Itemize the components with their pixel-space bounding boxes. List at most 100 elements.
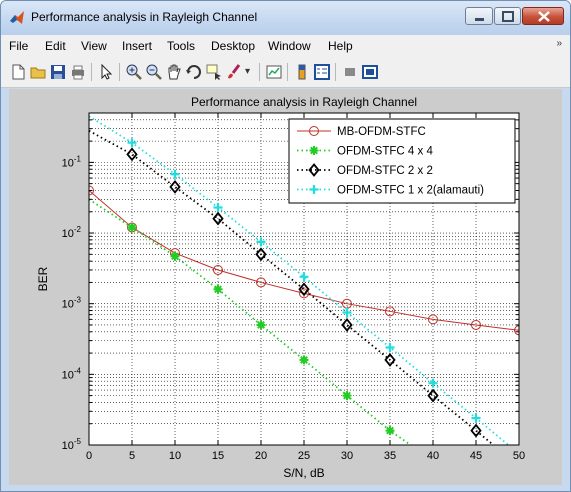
y-tick-label: 10-2: [62, 225, 82, 240]
figure-toolbar: ▾: [1, 57, 570, 88]
y-tick-label: 10-4: [62, 366, 82, 381]
brush-dropdown-icon[interactable]: ▾: [245, 66, 251, 77]
data-point: [127, 138, 137, 148]
series-lines: [89, 115, 524, 472]
menu-tools[interactable]: Tools: [167, 39, 196, 53]
data-point: [341, 318, 353, 332]
legend-entry: MB-OFDM-STFC: [337, 126, 426, 138]
legend-marker: [309, 185, 319, 194]
data-point: [126, 147, 138, 162]
pointer-icon[interactable]: [97, 63, 115, 81]
data-point: [213, 264, 223, 275]
toolbar-separator: [335, 63, 336, 81]
axes-border: [88, 112, 520, 446]
y-axis-label: BER: [36, 266, 50, 291]
link-plot-icon[interactable]: [265, 63, 283, 81]
open-file-icon[interactable]: [29, 63, 47, 81]
data-point: [385, 342, 395, 352]
maximize-button[interactable]: [494, 7, 521, 25]
menu-file[interactable]: File: [9, 39, 29, 53]
toolbar-separator: [287, 63, 288, 81]
legend-entry: OFDM-STFC 4 x 4: [337, 146, 433, 158]
data-point: [298, 282, 310, 297]
save-icon[interactable]: [49, 63, 67, 81]
legend-icon[interactable]: [313, 63, 331, 81]
data-point: [471, 413, 481, 423]
series-line: [89, 115, 510, 445]
pan-icon[interactable]: [165, 63, 183, 81]
toolbar-separator: [91, 63, 92, 81]
data-point: [212, 211, 224, 226]
print-icon[interactable]: [69, 63, 87, 81]
series-line: [89, 198, 413, 445]
y-tick-label: 10-3: [62, 296, 82, 311]
data-cursor-icon[interactable]: [205, 63, 223, 81]
menu-insert[interactable]: Insert: [122, 39, 153, 53]
toolbar-separator: [119, 63, 120, 81]
data-point: [385, 306, 395, 317]
data-point: [256, 237, 266, 247]
zoom-out-icon[interactable]: [145, 63, 163, 81]
menu-window[interactable]: Window: [268, 39, 311, 53]
toolbar-separator: [259, 63, 260, 81]
x-tick-label: 40: [427, 450, 439, 462]
title-bar[interactable]: Performance analysis in Rayleigh Channel: [1, 1, 570, 35]
menu-overflow-icon[interactable]: »: [556, 38, 562, 49]
show-plot-tools-icon[interactable]: [361, 63, 379, 81]
x-tick-label: 0: [86, 450, 92, 462]
data-point: [299, 355, 309, 365]
data-point: [342, 308, 352, 318]
series-2: [89, 130, 524, 472]
menu-help[interactable]: Help: [328, 39, 353, 53]
matlab-icon: [10, 11, 24, 24]
x-axis-label: S/N, dB: [283, 466, 324, 480]
ber-plot[interactable]: 0 5 10 15 20 25 30 35 40 45 50 10-5 10-4 10-3 10-2 10-1…: [9, 89, 562, 485]
data-point: [299, 272, 309, 282]
data-point: [427, 388, 439, 403]
data-point: [385, 426, 395, 436]
x-tick-label: 35: [384, 450, 396, 462]
series-1: [89, 198, 413, 445]
data-point: [213, 284, 223, 294]
legend-entry: OFDM-STFC 1 x 2(alamauti): [337, 185, 484, 197]
x-tick-label: 45: [470, 450, 482, 462]
zoom-in-icon[interactable]: [125, 63, 143, 81]
figure-canvas: 0 5 10 15 20 25 30 35 40 45 50 10-5 10-4 10-3 10-2 10-1…: [9, 89, 562, 485]
menu-bar: File Edit View Insert Tools Desktop Wind…: [1, 35, 570, 57]
new-figure-icon[interactable]: [9, 63, 27, 81]
legend-entry: OFDM-STFC 2 x 2: [337, 165, 433, 177]
legend-box: [288, 118, 516, 204]
legend-marker: [309, 146, 319, 155]
data-point: [169, 179, 181, 194]
data-point: [471, 319, 481, 330]
data-point: [127, 222, 137, 232]
data-point: [170, 251, 180, 261]
data-point: [342, 391, 352, 401]
rotate-3d-icon[interactable]: [185, 63, 203, 81]
data-point: [515, 461, 524, 472]
menu-view[interactable]: View: [81, 39, 107, 53]
x-tick-label: 10: [169, 450, 181, 462]
data-point: [428, 314, 438, 325]
data-point: [514, 325, 519, 336]
menu-edit[interactable]: Edit: [45, 39, 66, 53]
hide-plot-tools-icon[interactable]: [341, 63, 359, 81]
data-point: [255, 247, 267, 262]
x-tick-label: 15: [212, 450, 224, 462]
data-point: [89, 185, 94, 196]
legend: MB-OFDM-STFC OFDM-STFC 4 x 4 OFDM-STFC 2 x…: [288, 118, 516, 204]
data-point: [256, 320, 266, 330]
plot-title: Performance analysis in Rayleigh Channel: [191, 95, 417, 109]
close-button[interactable]: [522, 7, 564, 25]
x-tick-label: 50: [513, 450, 525, 462]
brush-icon[interactable]: [225, 63, 243, 81]
y-tick-label: 10-5: [62, 437, 82, 452]
series-3: [89, 115, 510, 445]
data-point: [384, 353, 396, 367]
menu-desktop[interactable]: Desktop: [211, 39, 256, 53]
data-point: [213, 202, 223, 212]
colorbar-icon[interactable]: [293, 63, 311, 81]
data-point: [470, 423, 482, 438]
data-point: [256, 277, 266, 288]
minimize-button[interactable]: [465, 7, 493, 25]
